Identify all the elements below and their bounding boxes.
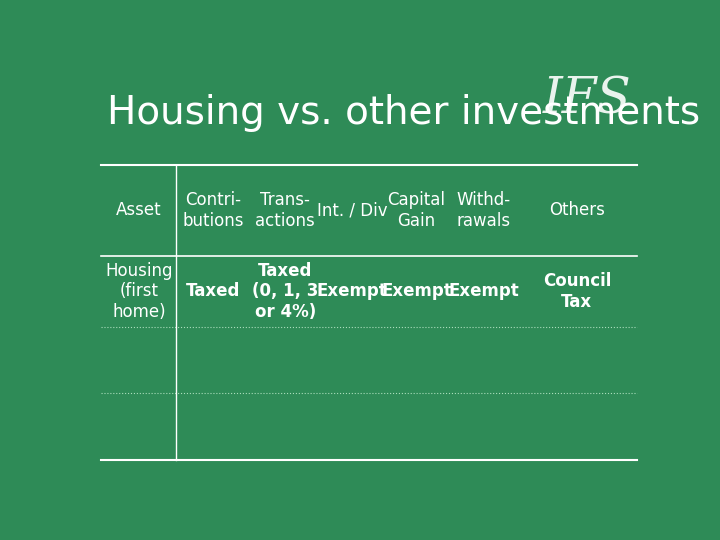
Text: Withd-
rawals: Withd- rawals [456,191,510,230]
Text: Council
Tax: Council Tax [543,272,611,311]
Text: Exempt: Exempt [317,282,387,300]
Text: Exempt: Exempt [448,282,519,300]
Text: Exempt: Exempt [381,282,452,300]
Text: Taxed
(0, 1, 3
or 4%): Taxed (0, 1, 3 or 4%) [252,261,318,321]
Text: Housing
(first
home): Housing (first home) [105,261,173,321]
Text: Taxed: Taxed [186,282,240,300]
Text: Capital
Gain: Capital Gain [387,191,446,230]
Text: Housing vs. other investments: Housing vs. other investments [107,94,700,132]
Text: Asset: Asset [116,201,161,219]
Text: IFS: IFS [542,75,631,125]
Text: Int. / Div: Int. / Div [317,201,387,219]
Text: Contri-
butions: Contri- butions [182,191,243,230]
Text: Others: Others [549,201,605,219]
Text: Trans-
actions: Trans- actions [256,191,315,230]
